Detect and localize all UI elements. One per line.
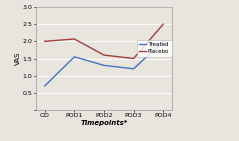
Line: Placebo: Placebo xyxy=(45,24,163,59)
Legend: Treated, Placebo: Treated, Placebo xyxy=(137,40,172,57)
Treated xyxy=(132,68,135,70)
Line: Treated: Treated xyxy=(45,41,163,86)
Treated xyxy=(103,65,105,66)
Placebo xyxy=(132,58,135,59)
Placebo xyxy=(43,40,46,42)
Treated xyxy=(162,40,165,42)
Placebo xyxy=(103,54,105,56)
Treated xyxy=(73,56,76,58)
Placebo xyxy=(162,23,165,25)
X-axis label: Timepoints*: Timepoints* xyxy=(80,120,128,126)
Placebo xyxy=(73,38,76,40)
Y-axis label: VAS: VAS xyxy=(15,52,21,65)
Treated xyxy=(43,85,46,87)
